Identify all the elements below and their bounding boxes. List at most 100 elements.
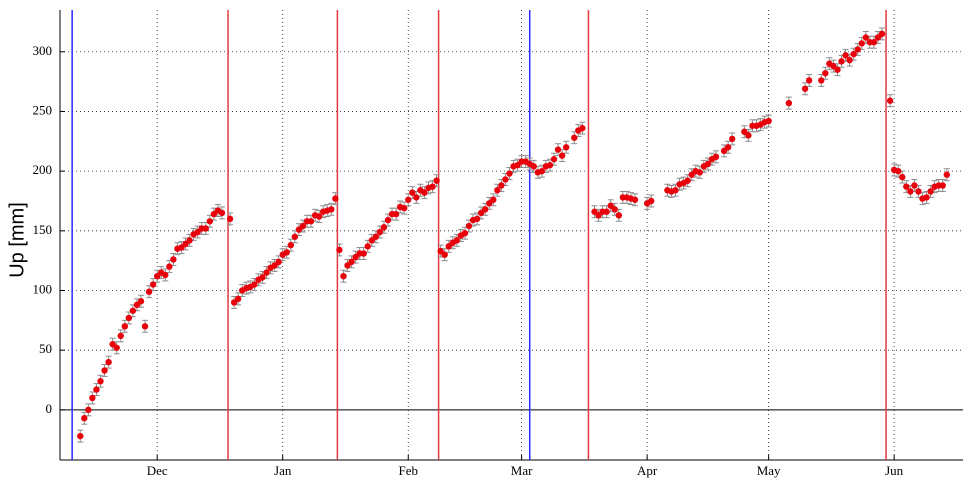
data-point xyxy=(392,210,400,218)
data-point xyxy=(502,176,509,183)
data-point xyxy=(251,281,258,288)
data-point xyxy=(259,274,266,281)
data-point xyxy=(672,187,679,194)
data-point xyxy=(461,230,469,237)
data-point xyxy=(186,237,193,244)
y-tick-label: 150 xyxy=(33,222,53,237)
data-point xyxy=(97,378,104,385)
data-point xyxy=(85,406,92,414)
data-point xyxy=(400,204,408,212)
data-point xyxy=(498,182,505,189)
data-point xyxy=(93,386,100,393)
data-point xyxy=(886,97,894,104)
data-point xyxy=(409,189,416,196)
data-point xyxy=(105,358,112,366)
data-point xyxy=(854,46,861,53)
data-point xyxy=(336,246,343,254)
data-point xyxy=(858,40,865,47)
y-tick-label: 0 xyxy=(46,401,53,416)
data-point xyxy=(579,124,586,132)
x-tick-label: Apr xyxy=(637,463,658,478)
x-tick-label: May xyxy=(757,463,781,478)
data-point xyxy=(234,295,242,303)
data-point xyxy=(307,218,315,225)
data-point xyxy=(145,288,153,295)
data-point xyxy=(441,251,448,258)
data-point xyxy=(838,58,845,65)
data-point xyxy=(465,222,473,230)
data-point xyxy=(206,218,214,225)
data-point xyxy=(506,170,513,177)
data-point xyxy=(315,213,323,220)
data-point xyxy=(81,415,88,422)
data-point xyxy=(101,367,108,374)
data-point xyxy=(870,39,878,46)
y-axis-label: Up [mm] xyxy=(6,202,28,278)
data-point xyxy=(895,167,902,175)
data-point xyxy=(77,432,84,440)
data-point xyxy=(834,66,841,73)
data-point xyxy=(291,233,299,240)
data-point xyxy=(943,171,951,178)
y-tick-label: 200 xyxy=(33,162,53,177)
data-point xyxy=(915,188,922,195)
data-point xyxy=(878,30,886,38)
data-point xyxy=(376,228,384,236)
x-tick-label: Feb xyxy=(398,463,418,478)
data-point xyxy=(348,258,355,266)
data-point xyxy=(149,281,157,288)
data-point xyxy=(453,237,461,244)
data-point xyxy=(405,196,412,203)
data-point xyxy=(903,183,910,190)
data-point xyxy=(218,209,226,217)
data-point xyxy=(550,156,558,163)
data-point xyxy=(360,250,367,257)
data-point xyxy=(907,188,914,195)
data-point xyxy=(89,394,96,402)
data-point xyxy=(631,196,639,203)
data-point xyxy=(490,196,497,203)
data-point xyxy=(558,152,566,159)
data-point xyxy=(615,212,623,219)
data-point xyxy=(125,314,133,322)
data-point xyxy=(299,222,307,230)
data-point xyxy=(141,323,149,330)
y-tick-label: 300 xyxy=(33,43,53,58)
data-point xyxy=(911,182,918,189)
data-point xyxy=(287,241,295,249)
data-point xyxy=(801,85,809,92)
data-point xyxy=(433,177,440,184)
data-point xyxy=(712,153,720,161)
data-point xyxy=(562,144,570,151)
data-point xyxy=(413,194,420,201)
data-point xyxy=(481,206,489,213)
data-point xyxy=(538,167,546,175)
data-point xyxy=(724,144,732,151)
y-tick-label: 50 xyxy=(39,341,52,356)
data-point xyxy=(226,215,234,223)
data-point xyxy=(421,189,428,196)
data-point xyxy=(571,134,578,141)
data-point xyxy=(923,194,930,201)
data-point xyxy=(473,215,481,223)
data-point xyxy=(113,344,120,351)
x-tick-label: Mar xyxy=(511,463,533,478)
data-point xyxy=(275,258,282,266)
data-point xyxy=(899,173,906,181)
data-point xyxy=(842,52,849,59)
data-point xyxy=(137,298,145,305)
data-point xyxy=(384,216,392,224)
data-point xyxy=(704,160,712,168)
data-point xyxy=(603,208,610,215)
data-point xyxy=(166,263,173,270)
y-tick-label: 250 xyxy=(33,102,53,117)
data-point xyxy=(372,233,380,240)
data-point xyxy=(805,77,813,84)
data-point xyxy=(263,269,270,276)
data-point xyxy=(162,271,169,279)
data-point xyxy=(332,195,339,202)
y-tick-label: 100 xyxy=(33,281,53,296)
data-point xyxy=(546,161,554,169)
data-point xyxy=(283,249,290,256)
